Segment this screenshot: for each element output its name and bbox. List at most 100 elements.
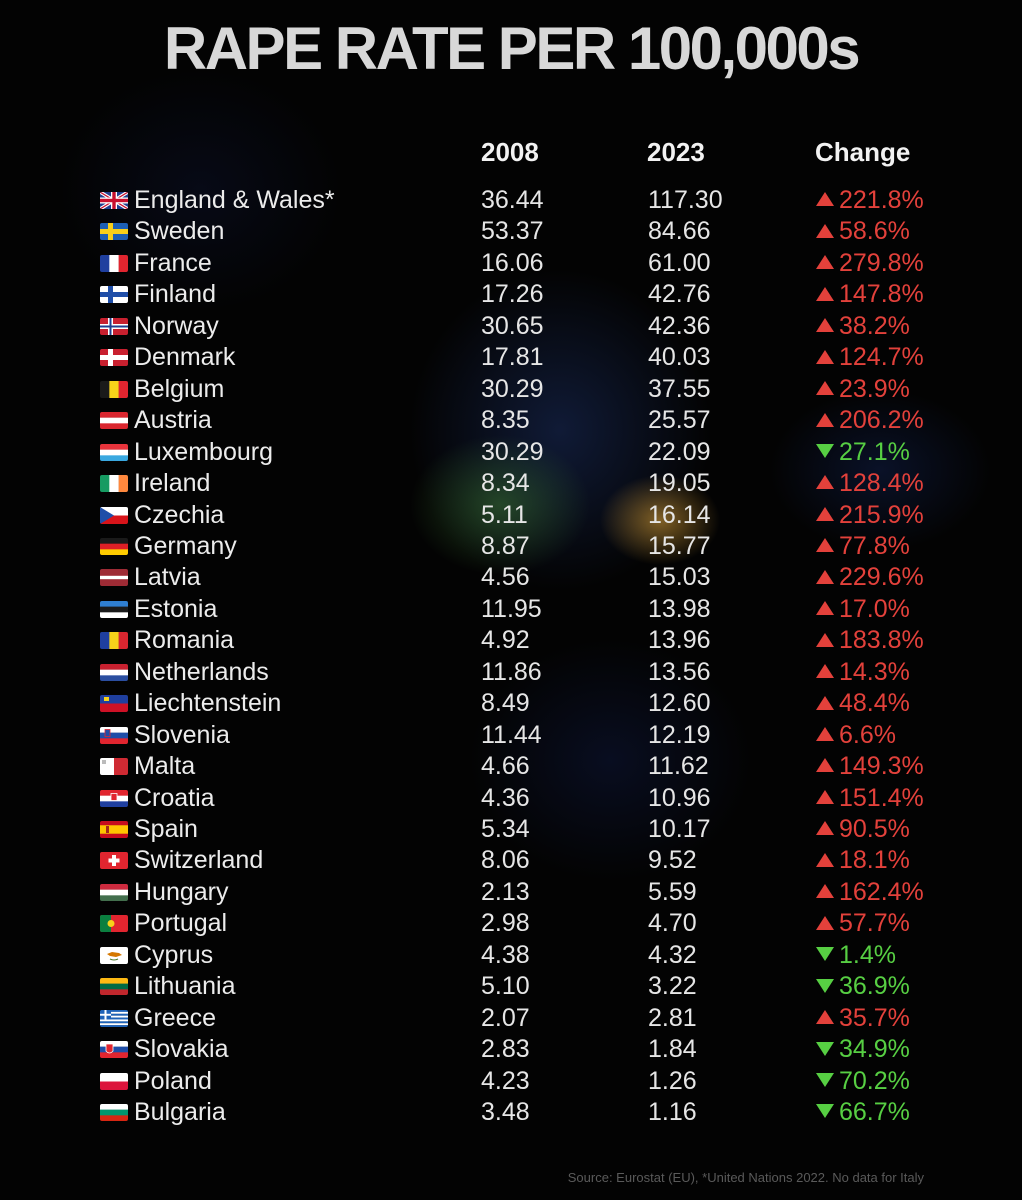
country-name: Lithuania	[134, 972, 236, 1001]
value-2023: 12.60	[648, 689, 711, 718]
country-name: Norway	[134, 311, 219, 340]
triangle-up-icon	[815, 1009, 835, 1025]
country-name: Germany	[134, 531, 237, 560]
value-2008: 5.11	[481, 500, 528, 529]
flag-icon-ch	[100, 852, 128, 870]
change-percent: 128.4%	[839, 469, 924, 498]
table-row: Sweden 53.37 84.66 58.6%	[0, 215, 1022, 246]
triangle-down-icon	[815, 1041, 835, 1057]
change-percent: 34.9%	[839, 1035, 910, 1064]
flag-icon-gr	[100, 1009, 128, 1027]
change-percent: 124.7%	[839, 343, 924, 372]
value-2008: 16.06	[481, 248, 544, 277]
change-value: 66.7%	[815, 1096, 910, 1128]
country-name: Malta	[134, 752, 196, 781]
table-row: Malta 4.66 11.62 149.3%	[0, 750, 1022, 781]
flag-icon-ee	[100, 600, 128, 618]
change-value: 162.4%	[815, 876, 924, 908]
country-name: Poland	[134, 1066, 212, 1095]
flag-icon-cz	[100, 506, 128, 524]
flag-icon-pt	[100, 915, 128, 933]
column-header-2023: 2023	[647, 137, 705, 167]
value-2023: 1.84	[648, 1035, 697, 1064]
change-value: 14.3%	[815, 656, 910, 688]
flag-icon-li	[100, 695, 128, 713]
change-percent: 149.3%	[839, 752, 924, 781]
change-percent: 58.6%	[839, 217, 910, 246]
table-row: England & Wales* 36.44 117.30 221.8%	[0, 184, 1022, 215]
table-row: Luxembourg 30.29 22.09 27.1%	[0, 436, 1022, 467]
triangle-up-icon	[815, 286, 835, 302]
value-2008: 8.34	[481, 469, 530, 498]
column-header-2008: 2008	[481, 137, 539, 167]
flag-icon-se	[100, 223, 128, 241]
value-2023: 16.14	[648, 500, 711, 529]
table-row: Ireland 8.34 19.05 128.4%	[0, 467, 1022, 498]
table-row: Czechia 5.11 16.14 215.9%	[0, 499, 1022, 530]
change-percent: 215.9%	[839, 500, 924, 529]
triangle-down-icon	[815, 1072, 835, 1088]
triangle-up-icon	[815, 789, 835, 805]
change-value: 36.9%	[815, 970, 910, 1002]
change-value: 183.8%	[815, 624, 924, 656]
value-2008: 36.44	[481, 186, 544, 214]
value-2008: 2.83	[481, 1035, 530, 1064]
table-row: Netherlands 11.86 13.56 14.3%	[0, 656, 1022, 687]
triangle-up-icon	[815, 600, 835, 616]
change-value: 221.8%	[815, 184, 924, 216]
value-2008: 11.86	[481, 657, 542, 686]
change-value: 6.6%	[815, 719, 896, 751]
value-2008: 4.66	[481, 752, 530, 781]
value-2008: 4.23	[481, 1066, 530, 1095]
country-name: Ireland	[134, 469, 211, 498]
value-2008: 8.35	[481, 406, 530, 435]
triangle-up-icon	[815, 191, 835, 207]
change-percent: 35.7%	[839, 1003, 910, 1032]
value-2023: 10.96	[648, 783, 711, 812]
flag-icon-ie	[100, 475, 128, 493]
country-name: Netherlands	[134, 657, 269, 686]
change-value: 215.9%	[815, 499, 924, 531]
triangle-up-icon	[815, 883, 835, 899]
triangle-up-icon	[815, 915, 835, 931]
country-name: Luxembourg	[134, 437, 273, 466]
country-name: Liechtenstein	[134, 689, 282, 718]
value-2008: 17.81	[481, 343, 544, 372]
change-percent: 147.8%	[839, 280, 924, 309]
table-row: Lithuania 5.10 3.22 36.9%	[0, 970, 1022, 1001]
change-percent: 6.6%	[839, 720, 896, 749]
change-percent: 279.8%	[839, 248, 924, 277]
value-2008: 11.95	[481, 594, 542, 623]
triangle-up-icon	[815, 317, 835, 333]
change-value: 128.4%	[815, 467, 924, 499]
flag-icon-lv	[100, 569, 128, 587]
change-percent: 70.2%	[839, 1066, 910, 1095]
change-value: 35.7%	[815, 1002, 910, 1034]
value-2008: 30.29	[481, 437, 544, 466]
country-name: Latvia	[134, 563, 201, 592]
value-2008: 53.37	[481, 217, 544, 246]
value-2023: 13.96	[648, 626, 711, 655]
flag-icon-be	[100, 380, 128, 398]
change-value: 90.5%	[815, 813, 910, 845]
table-row: Estonia 11.95 13.98 17.0%	[0, 593, 1022, 624]
flag-icon-fi	[100, 286, 128, 304]
triangle-up-icon	[815, 380, 835, 396]
table-row: Germany 8.87 15.77 77.8%	[0, 530, 1022, 561]
change-value: 34.9%	[815, 1033, 910, 1065]
country-name: Bulgaria	[134, 1098, 226, 1127]
value-2008: 2.07	[481, 1003, 530, 1032]
change-percent: 221.8%	[839, 186, 924, 214]
column-header-change: Change	[815, 137, 911, 167]
triangle-up-icon	[815, 632, 835, 648]
value-2023: 12.19	[648, 720, 711, 749]
value-2023: 5.59	[648, 877, 697, 906]
triangle-up-icon	[815, 726, 835, 742]
value-2023: 19.05	[648, 469, 711, 498]
country-name: Romania	[134, 626, 235, 655]
flag-icon-at	[100, 412, 128, 430]
value-2023: 2.81	[648, 1003, 697, 1032]
triangle-up-icon	[815, 852, 835, 868]
flag-icon-de	[100, 537, 128, 555]
value-2008: 30.29	[481, 374, 544, 403]
